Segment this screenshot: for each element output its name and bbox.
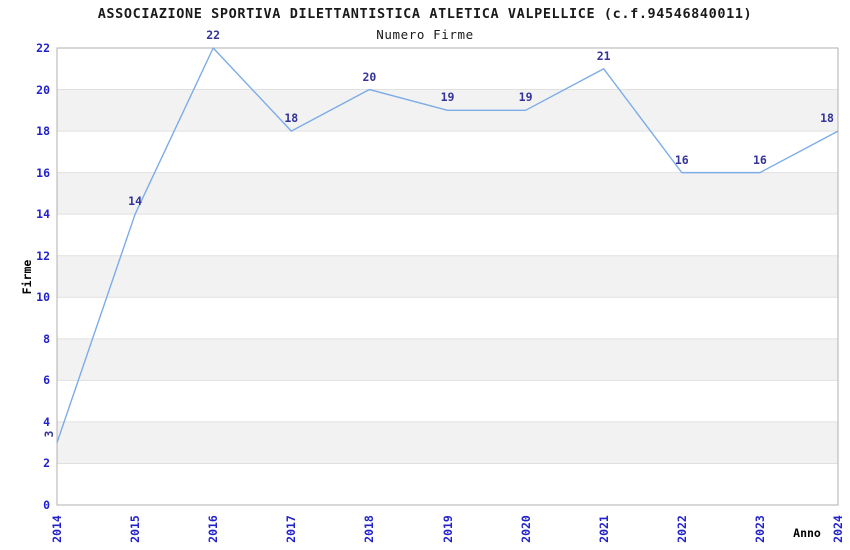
data-label: 19 (440, 90, 455, 105)
data-label: 18 (820, 111, 834, 126)
data-label: 22 (206, 28, 221, 42)
data-label: 14 (128, 194, 143, 209)
x-tick-label: 2024 (831, 515, 845, 543)
y-tick-label: 6 (43, 373, 50, 388)
x-axis-title: Anno (793, 526, 821, 540)
y-tick-label: 12 (36, 248, 50, 263)
x-tick-label: 2017 (284, 515, 299, 543)
y-tick-label: 16 (36, 165, 50, 180)
x-tick-label: 2016 (206, 515, 221, 543)
data-label: 18 (284, 111, 299, 126)
chart-subtitle: Numero Firme (376, 27, 474, 42)
x-tick-label: 2020 (518, 515, 533, 543)
x-tick-label: 2018 (362, 515, 377, 543)
y-tick-label: 20 (36, 82, 50, 97)
y-tick-label: 14 (36, 207, 50, 222)
data-label: 19 (518, 90, 533, 105)
data-label: 20 (362, 69, 377, 84)
x-tick-label: 2015 (128, 515, 143, 543)
y-tick-label: 22 (36, 41, 50, 55)
data-label: 3 (42, 430, 56, 438)
x-tick-label: 2014 (50, 515, 64, 543)
y-tick-label: 8 (43, 331, 50, 346)
x-tick-label: 2023 (752, 515, 767, 543)
chart-title: ASSOCIAZIONE SPORTIVA DILETTANTISTICA AT… (97, 6, 753, 22)
x-tick-label: 2019 (440, 515, 455, 543)
y-tick-label: 10 (36, 290, 50, 305)
x-tick-label: 2021 (596, 515, 611, 543)
data-label: 16 (674, 152, 689, 167)
y-tick-label: 18 (36, 124, 50, 139)
y-tick-label: 2 (43, 456, 50, 471)
y-tick-label: 0 (43, 498, 50, 512)
data-label: 16 (752, 152, 767, 167)
y-tick-label: 4 (43, 414, 50, 429)
data-label: 21 (596, 48, 611, 63)
x-tick-label: 2022 (674, 515, 689, 543)
